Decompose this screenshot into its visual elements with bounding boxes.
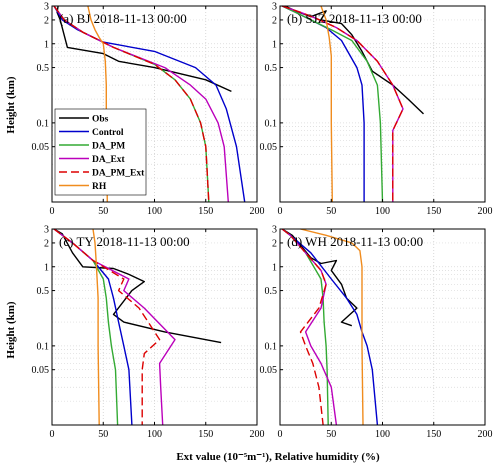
axes-frame	[279, 5, 486, 203]
series-da-pm-ext-line	[281, 5, 404, 202]
series-da-pm-line	[53, 228, 119, 426]
y-tick-label: 0.5	[265, 286, 278, 297]
panel-title: (c) TY 2018-11-13 00:00	[59, 234, 190, 249]
y-tick-label: 3	[272, 225, 277, 236]
y-axis-label-top: Height (km)	[5, 76, 17, 133]
axes-frame	[51, 228, 258, 426]
y-tick-label: 2	[272, 15, 277, 26]
series-rh-line	[300, 228, 364, 426]
y-tick-label: 0.5	[37, 286, 50, 297]
y-tick-label: 3	[44, 2, 49, 13]
x-tick-label: 100	[375, 206, 390, 217]
panel-title: (a) BJ 2018-11-13 00:00	[59, 11, 187, 26]
y-tick-label: 1	[44, 262, 49, 273]
panel-2: 0 50 100 150 200 0.05 0.1 0.5 1 2 3 (b) SJZ 2018-11…	[260, 2, 493, 218]
series-da-pm-line	[281, 5, 384, 203]
x-tick-label: 50	[98, 206, 108, 217]
legend-label-rh: RH	[92, 182, 107, 192]
panel-title: (b) SJZ 2018-11-13 00:00	[287, 11, 422, 26]
x-tick-label: 0	[278, 206, 283, 217]
series-da-pm-ext-line	[281, 228, 327, 426]
panel-3: 0 50 100 150 200 0.05 0.1 0.5 1 2 3 (c) TY 2018-11-…	[32, 225, 265, 441]
y-tick-label: 0.05	[260, 365, 278, 376]
y-tick-label: 0.1	[265, 118, 278, 129]
series-control-line	[53, 5, 246, 203]
series-obs-line	[281, 228, 358, 327]
y-tick-label: 0.5	[37, 63, 50, 74]
x-tick-label: 50	[98, 429, 108, 440]
series-rh-line	[320, 5, 333, 203]
y-tick-label: 0.1	[37, 341, 50, 352]
legend-label-da-pm: DA_PM	[92, 142, 125, 152]
y-tick-label: 1	[44, 39, 49, 50]
x-tick-label: 100	[147, 206, 162, 217]
y-tick-label: 0.1	[37, 118, 50, 129]
x-tick-label: 150	[426, 429, 441, 440]
legend-label-control: Control	[92, 128, 124, 138]
legend: Obs Control DA_PM DA_Ext DA_PM_Ext RH	[54, 108, 147, 196]
x-tick-label: 0	[278, 429, 283, 440]
y-tick-label: 2	[44, 15, 49, 26]
x-axis-label: Ext value (10⁻⁵m⁻¹), Relative humidity (…	[176, 451, 380, 463]
y-tick-label: 0.1	[265, 341, 278, 352]
y-tick-label: 2	[44, 238, 49, 249]
x-tick-label: 150	[426, 206, 441, 217]
y-tick-label: 0.05	[32, 365, 50, 376]
x-tick-label: 150	[198, 429, 213, 440]
x-tick-label: 0	[50, 429, 55, 440]
y-tick-label: 2	[272, 238, 277, 249]
series-obs-line	[56, 5, 232, 93]
panel-title: (d) WH 2018-11-13 00:00	[287, 234, 423, 249]
y-tick-label: 1	[272, 39, 277, 50]
y-tick-label: 0.5	[265, 63, 278, 74]
x-tick-label: 150	[198, 206, 213, 217]
y-tick-label: 0.05	[260, 142, 278, 153]
legend-label-da-pm-ext: DA_PM_Ext	[92, 169, 145, 179]
x-tick-label: 200	[250, 429, 265, 440]
x-tick-label: 200	[250, 206, 265, 217]
series-control-line	[53, 228, 133, 426]
y-tick-label: 3	[272, 2, 277, 13]
x-tick-label: 50	[326, 429, 336, 440]
series-da-pm-ext-line	[53, 228, 161, 425]
legend-label-da-ext: DA_Ext	[92, 155, 126, 165]
x-tick-label: 200	[478, 429, 493, 440]
x-tick-label: 100	[375, 429, 390, 440]
y-tick-label: 3	[44, 225, 49, 236]
panel-4: 0 50 100 150 200 0.05 0.1 0.5 1 2 3 (d) WH 2018-11-…	[260, 225, 493, 441]
x-tick-label: 200	[478, 206, 493, 217]
y-axis-label-bottom: Height (km)	[5, 301, 17, 358]
x-tick-label: 50	[326, 206, 336, 217]
legend-label-obs: Obs	[92, 115, 109, 125]
panel-1: 0 50 100 150 200 0.05 0.1 0.5 1 2 3 (a) BJ 2018-11-…	[32, 2, 265, 218]
x-tick-label: 0	[50, 206, 55, 217]
series-da-ext-line	[53, 228, 176, 426]
y-tick-label: 1	[272, 262, 277, 273]
x-tick-label: 100	[147, 429, 162, 440]
y-tick-label: 0.05	[32, 142, 50, 153]
series-rh-line	[92, 228, 100, 426]
series-control-line	[281, 228, 379, 426]
legend-box	[54, 108, 147, 196]
series-da-pm-ext-line	[53, 5, 210, 203]
series-obs-line	[53, 228, 222, 344]
